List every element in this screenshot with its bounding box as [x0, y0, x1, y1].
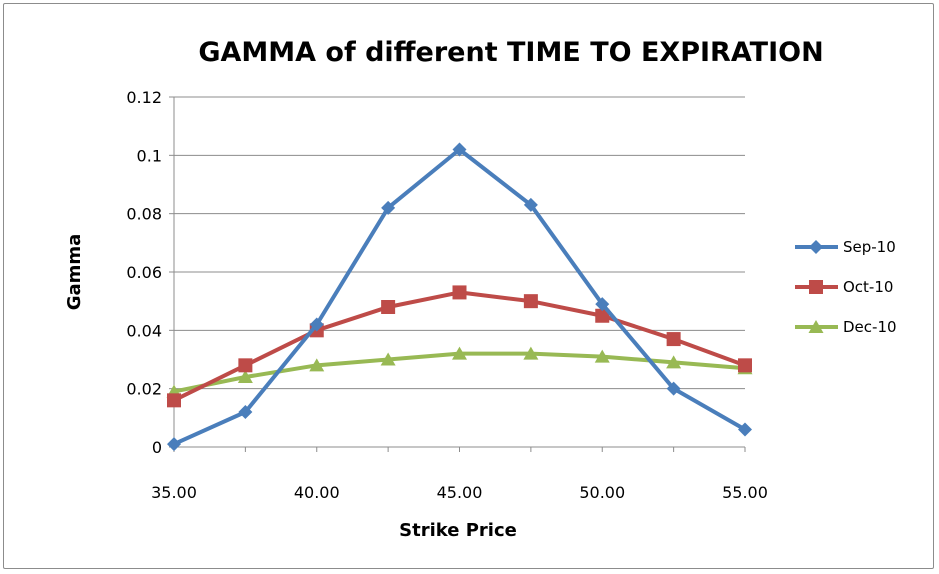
data-point [309, 317, 324, 332]
y-tick-label: 0.04 [126, 321, 162, 340]
legend-marker [809, 240, 823, 254]
data-point [595, 297, 610, 312]
legend-label: Oct-10 [843, 278, 893, 296]
data-point [594, 349, 610, 363]
x-tick-label: 50.00 [579, 483, 625, 502]
legend-item-oct-10: Oct-10 [795, 278, 893, 296]
legend-item-sep-10: Sep-10 [795, 238, 896, 256]
data-point [237, 370, 253, 383]
data-point [523, 197, 538, 212]
data-point [167, 393, 181, 408]
series-group [166, 142, 753, 452]
y-tick-label: 0.06 [126, 263, 162, 282]
series-line [172, 290, 747, 403]
data-point [523, 294, 538, 309]
y-tick-label: 0.1 [137, 146, 162, 165]
series-oct-10 [167, 285, 752, 408]
x-tick-label: 45.00 [437, 483, 483, 502]
data-point [309, 358, 325, 372]
legend: Sep-10 Oct-10 Dec-10 [795, 238, 897, 336]
legend-marker [809, 280, 823, 294]
legend-label: Dec-10 [843, 318, 897, 336]
data-point [380, 352, 396, 366]
data-point [452, 346, 467, 360]
data-point [595, 308, 610, 323]
series-sep-10 [167, 142, 752, 452]
data-point [452, 142, 467, 157]
legend-item-dec-10: Dec-10 [795, 318, 897, 336]
y-tick-label: 0.02 [126, 380, 162, 399]
data-point [666, 381, 681, 396]
y-tick-label: 0.12 [126, 88, 162, 107]
data-point [381, 200, 396, 215]
data-point [666, 332, 681, 347]
data-point [381, 300, 396, 314]
data-point [738, 422, 752, 437]
data-point [238, 405, 253, 419]
x-tick-label: 35.00 [151, 483, 197, 502]
data-point [238, 358, 253, 373]
data-point [738, 358, 752, 373]
data-point [167, 437, 181, 452]
data-point [666, 355, 682, 369]
y-tick-label: 0.08 [126, 205, 162, 224]
y-tick-labels: 0 0.02 0.04 0.06 0.08 0.1 0.12 [126, 88, 162, 457]
x-tick-labels: 35.00 40.00 45.00 50.00 55.00 [151, 483, 768, 502]
series-dec-10 [166, 346, 753, 398]
y-tick-label: 0 [152, 438, 162, 457]
y-axis-title: Gamma [64, 234, 85, 311]
data-point [452, 285, 467, 300]
x-axis-title: Strike Price [399, 520, 517, 541]
x-tick-label: 55.00 [722, 483, 768, 502]
x-tick-label: 40.00 [294, 483, 340, 502]
data-point [523, 346, 539, 360]
legend-label: Sep-10 [843, 238, 896, 256]
legend-marker [808, 320, 824, 333]
chart-title: GAMMA of different TIME TO EXPIRATION [198, 37, 823, 68]
